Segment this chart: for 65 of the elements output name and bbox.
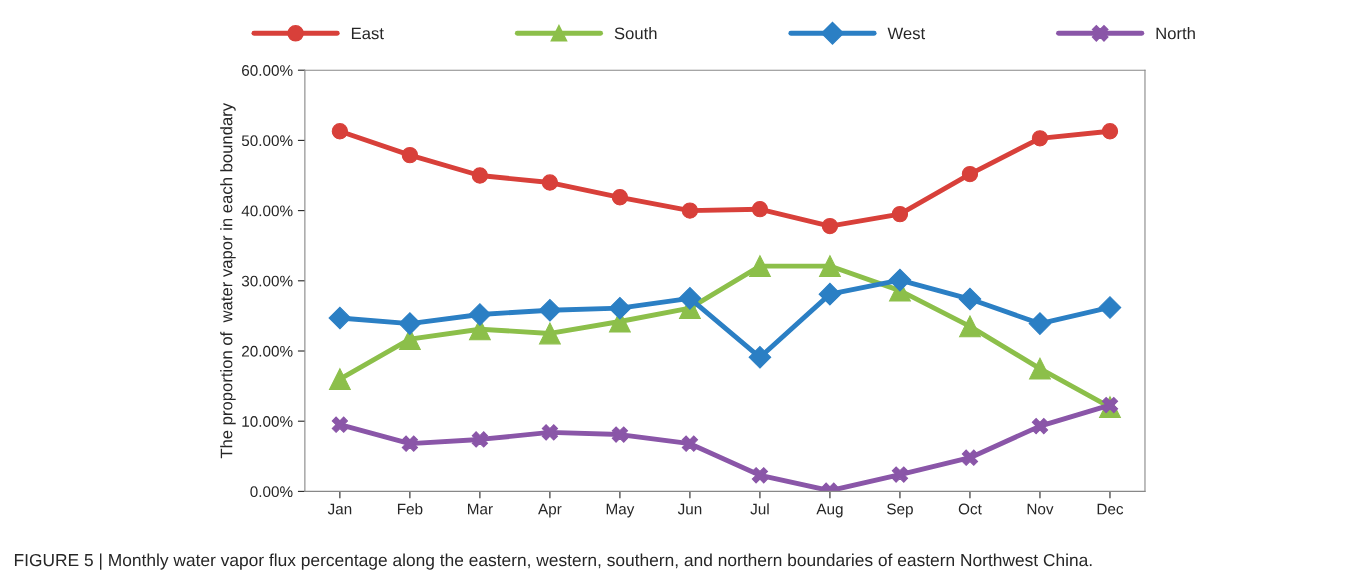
y-tick-label: 50.00%	[241, 135, 293, 147]
point	[541, 424, 559, 441]
x-tick-label: May	[606, 503, 635, 518]
point	[958, 287, 982, 311]
point	[1098, 296, 1122, 319]
point	[678, 287, 702, 310]
x-tick-label: Oct	[958, 503, 982, 515]
point	[541, 174, 559, 191]
legend-label: East	[351, 27, 384, 40]
point	[538, 298, 562, 322]
point	[398, 312, 422, 335]
point	[888, 268, 912, 292]
y-axis-title: The proportion of water vapor in each boundary	[220, 102, 236, 459]
point	[961, 165, 979, 183]
x-tick-label: Jul	[750, 503, 769, 515]
point	[748, 255, 771, 277]
point	[961, 449, 979, 466]
point	[821, 217, 839, 235]
point	[401, 146, 419, 164]
x-tick-label: Sep	[887, 503, 913, 518]
point	[1029, 357, 1051, 380]
point	[471, 167, 489, 184]
point	[751, 201, 769, 218]
x-tick-label: Apr	[538, 503, 562, 518]
point	[1028, 312, 1052, 335]
point	[959, 315, 981, 338]
point	[1031, 130, 1049, 147]
point	[611, 189, 629, 206]
point	[1031, 417, 1049, 435]
x-tick-label: Nov	[1027, 503, 1054, 515]
point	[328, 306, 352, 330]
point	[818, 282, 842, 306]
x-tick-label: Aug	[816, 503, 843, 518]
point	[611, 426, 629, 443]
x-tick-label: Mar	[467, 503, 493, 515]
point	[751, 467, 769, 484]
y-tick-label: 20.00%	[242, 345, 293, 357]
point	[681, 202, 699, 219]
y-tick-label: 40.00%	[241, 205, 293, 217]
point	[681, 435, 699, 452]
point	[1101, 123, 1119, 140]
point	[468, 303, 492, 326]
point	[891, 205, 909, 223]
point	[331, 123, 349, 140]
legend-label: West	[887, 27, 926, 40]
y-tick-label: 60.00%	[242, 65, 293, 76]
legend-label: South	[614, 27, 657, 40]
y-tick-label: 0.00%	[250, 486, 293, 498]
x-tick-label: Jan	[327, 503, 352, 515]
point	[538, 322, 561, 345]
x-tick-label: Jun	[677, 503, 702, 515]
point	[328, 368, 351, 391]
point	[891, 466, 909, 483]
point	[331, 416, 349, 433]
x-tick-label: Dec	[1097, 503, 1124, 515]
y-tick-label: 10.00%	[242, 416, 293, 427]
point	[819, 255, 841, 277]
point	[401, 435, 419, 452]
point	[748, 346, 772, 369]
caption: FIGURE 5 | Monthly water vapor flux percentage along the eastern, western, southern, and northern boundaries of eastern Northwest China.	[14, 553, 1092, 570]
legend-label: North	[1156, 27, 1195, 40]
point	[608, 296, 632, 320]
x-tick-label: Feb	[397, 503, 423, 515]
point	[471, 431, 489, 448]
y-tick-label: 30.00%	[241, 275, 293, 287]
